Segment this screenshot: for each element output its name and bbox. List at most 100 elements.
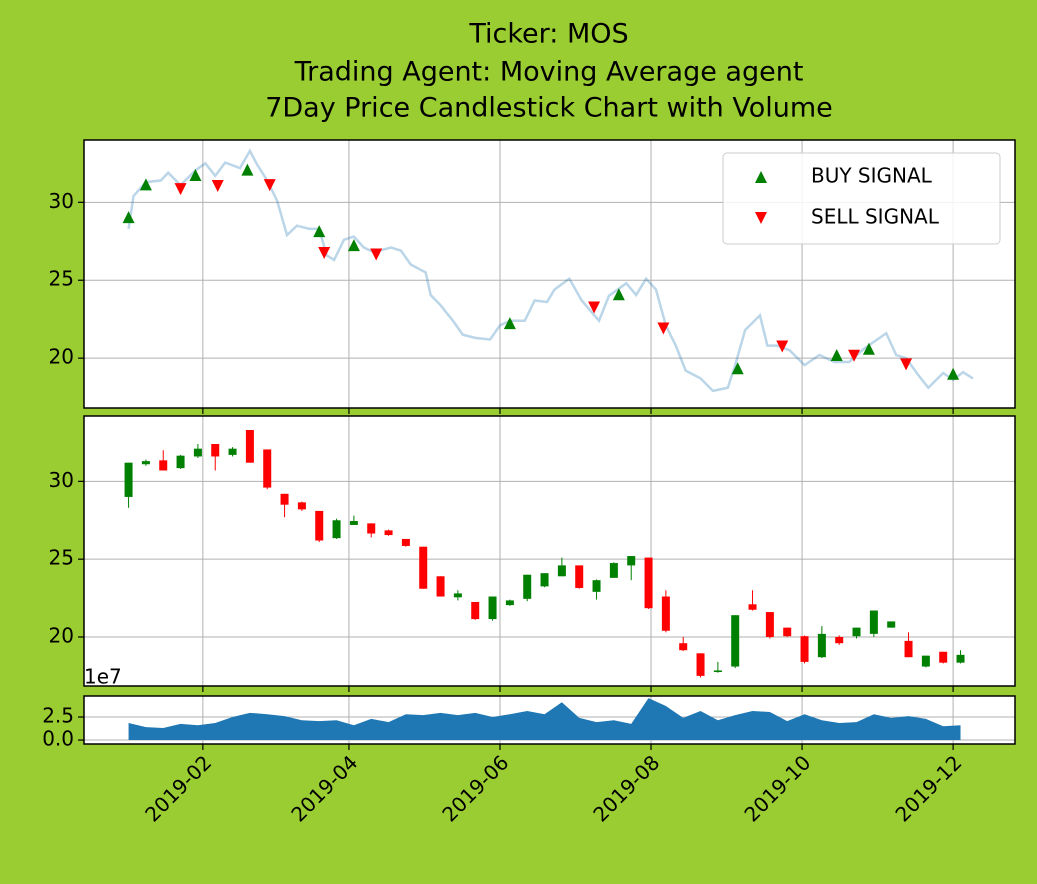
candle-body [193, 448, 202, 457]
signal-marker [139, 178, 152, 191]
candle-body [817, 633, 826, 658]
candle-body [453, 593, 462, 598]
plot-frame [83, 415, 1016, 687]
candle-body [939, 651, 948, 663]
price-line [127, 148, 974, 393]
candle-body [280, 493, 289, 505]
candle-body [523, 574, 532, 599]
plot-frame [83, 695, 1016, 745]
candle-body [869, 610, 878, 634]
signal-marker [313, 225, 326, 238]
candle-body [141, 461, 150, 465]
signal-marker [189, 169, 202, 182]
signal-marker [657, 322, 670, 335]
signal-marker [947, 367, 960, 380]
candle-body [852, 627, 861, 637]
legend-marker [755, 212, 767, 224]
candle-body [384, 530, 393, 536]
signal-marker [588, 301, 601, 314]
offset-label: 1e7 [84, 665, 122, 689]
y-tick-label: 20 [49, 623, 74, 647]
signal-marker [318, 246, 331, 259]
candle-body [401, 538, 410, 546]
candle-body [505, 600, 514, 606]
candle-body [731, 615, 740, 667]
candle-body [471, 601, 480, 620]
candle-body [765, 612, 774, 637]
candle-body [263, 449, 272, 488]
chart-title: 7Day Price Candlestick Chart with Volume [265, 93, 833, 124]
candle-body [783, 627, 792, 637]
candle-body [921, 655, 930, 667]
x-tick-label: 2019-06 [437, 750, 513, 826]
signal-marker [347, 239, 360, 252]
candle-body [592, 580, 601, 592]
candle-body [436, 576, 445, 597]
chart-title: Ticker: MOS [468, 19, 628, 50]
candle-body [887, 621, 896, 628]
candle-body [228, 448, 237, 455]
signal-marker [174, 183, 187, 196]
legend-label: SELL SIGNAL [811, 205, 940, 229]
candle-body [679, 643, 688, 651]
signal-marker [263, 179, 276, 192]
y-tick-label: 25 [49, 546, 74, 570]
signal-marker [211, 179, 224, 192]
candle-body [367, 523, 376, 534]
candle-body [748, 604, 757, 610]
y-tick-label: 20 [49, 345, 74, 369]
y-tick-label: 25 [49, 267, 74, 291]
y-tick-label: 30 [49, 189, 74, 213]
candle-body [557, 565, 566, 577]
candle-body [315, 510, 324, 541]
signal-marker [900, 358, 913, 371]
candle-body [800, 636, 809, 662]
candle-body [176, 455, 185, 469]
signal-marker [830, 349, 843, 362]
legend-label: BUY SIGNAL [811, 164, 933, 188]
x-tick-label: 2019-08 [588, 750, 664, 826]
candle-body [835, 636, 844, 644]
candle-body [575, 565, 584, 588]
candle-body [488, 596, 497, 620]
candle-body [211, 444, 220, 457]
y-tick-label: 30 [49, 468, 74, 492]
plot-area [84, 416, 1015, 686]
legend-marker [755, 171, 767, 183]
candle-body [349, 521, 358, 525]
candle-body [540, 573, 549, 587]
candle-body [124, 462, 133, 497]
chart-title: Trading Agent: Moving Average agent [294, 57, 804, 88]
candle-body [713, 670, 722, 672]
signal-marker [241, 163, 254, 176]
signal-marker [503, 317, 516, 330]
candle-body [609, 563, 618, 578]
plot-marks [128, 698, 961, 741]
candle-body [419, 546, 428, 589]
plot-frame [83, 139, 1016, 409]
plot-marks [124, 430, 965, 678]
candle-body [297, 502, 306, 510]
x-tick-label: 2019-12 [890, 750, 966, 826]
legend [722, 152, 1001, 245]
candle-body [644, 557, 653, 609]
candle-body [696, 653, 705, 676]
candle-body [661, 596, 670, 631]
y-tick-label: 2.5 [42, 704, 74, 728]
signal-marker [122, 211, 135, 224]
candle-body [904, 640, 913, 658]
signal-marker [731, 362, 744, 375]
signal-marker [776, 340, 789, 353]
y-tick-label: 0.0 [42, 727, 74, 751]
signal-marker [848, 349, 861, 362]
candle-body [159, 460, 168, 471]
x-tick-label: 2019-10 [739, 750, 815, 826]
x-tick-label: 2019-02 [140, 750, 216, 826]
candle-body [245, 430, 254, 463]
volume-area [128, 698, 961, 741]
candle-body [332, 520, 341, 539]
plot-marks [122, 148, 974, 393]
signal-marker [612, 288, 625, 301]
x-tick-label: 2019-04 [286, 750, 362, 826]
